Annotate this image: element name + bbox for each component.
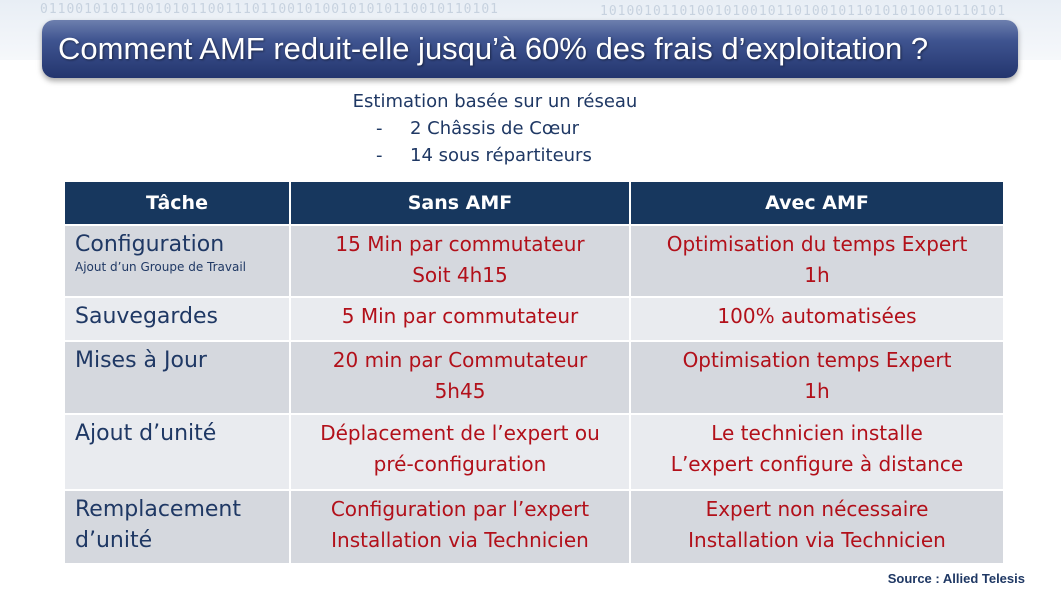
sans-amf-cell: Configuration par l’expert Installation v…: [289, 489, 631, 565]
binary-decoration: 0110010101100101011001110110010100101010…: [40, 2, 499, 17]
avec-amf-cell: Le technicien installe L’expert configure…: [629, 413, 1005, 491]
task-subtitle: Ajout d’un Groupe de Travail: [75, 260, 246, 274]
header-sans-amf: Sans AMF: [289, 180, 631, 226]
title-banner: Comment AMF reduit-elle jusqu’à 60% des …: [42, 20, 1018, 78]
avec-amf-cell: Expert non nécessaire Installation via Te…: [629, 489, 1005, 565]
header-avec-amf: Avec AMF: [629, 180, 1005, 226]
network-estimation: Estimation basée sur un réseau -2 Châssi…: [280, 88, 710, 169]
page-title: Comment AMF reduit-elle jusqu’à 60% des …: [58, 31, 929, 66]
binary-decoration: 1010010110100101001011010010110101010010…: [600, 4, 1007, 19]
estimation-line: Estimation basée sur un réseau: [352, 91, 638, 112]
avec-amf-cell: Optimisation temps Expert 1h: [629, 340, 1005, 415]
table-row: Mises à Jour 20 min par Commutateur 5h45 …: [63, 340, 1005, 415]
table-row: Ajout d’unité Déplacement de l’expert ou…: [63, 413, 1005, 491]
table-row: Sauvegardes 5 Min par commutateur 100% a…: [63, 296, 1005, 342]
source-credit: Source : Allied Telesis: [887, 571, 1025, 586]
sans-amf-cell: 15 Min par commutateur Soit 4h15: [289, 224, 631, 298]
estimation-item: -14 sous répartiteurs: [376, 145, 592, 166]
task-cell: Ajout d’unité: [63, 413, 291, 491]
sans-amf-cell: 5 Min par commutateur: [289, 296, 631, 342]
task-cell: Configuration Ajout d’un Groupe de Trava…: [63, 224, 291, 298]
table-row: Configuration Ajout d’un Groupe de Trava…: [63, 224, 1005, 298]
table-row: Remplacement d’unité Configuration par l…: [63, 489, 1005, 565]
table-header-row: Tâche Sans AMF Avec AMF: [63, 180, 1005, 226]
task-cell: Sauvegardes: [63, 296, 291, 342]
sans-amf-cell: 20 min par Commutateur 5h45: [289, 340, 631, 415]
task-cell: Remplacement d’unité: [63, 489, 291, 565]
avec-amf-cell: Optimisation du temps Expert 1h: [629, 224, 1005, 298]
header-task: Tâche: [63, 180, 291, 226]
task-cell: Mises à Jour: [63, 340, 291, 415]
estimation-item: -2 Châssis de Cœur: [376, 118, 580, 139]
sans-amf-cell: Déplacement de l’expert ou pré-configurat…: [289, 413, 631, 491]
comparison-table: Tâche Sans AMF Avec AMF Configuration Aj…: [63, 180, 1005, 565]
avec-amf-cell: 100% automatisées: [629, 296, 1005, 342]
